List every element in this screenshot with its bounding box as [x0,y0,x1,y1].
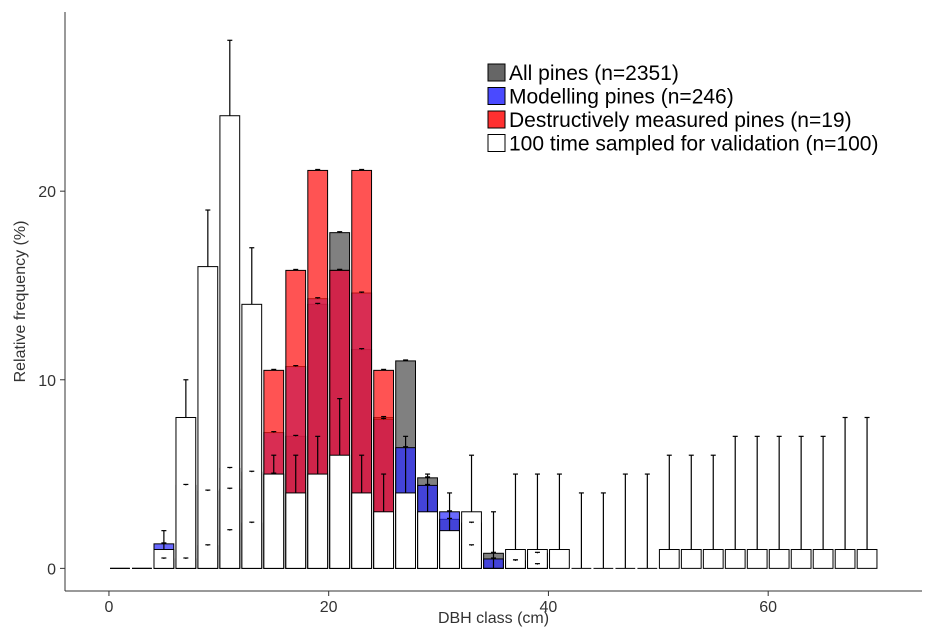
bar [439,530,460,569]
legend-swatch [487,134,506,152]
legend-swatch [487,110,506,129]
bar [373,511,395,569]
error-bars-layer [161,39,870,569]
bar [680,549,702,569]
bar [724,549,746,569]
series-2-errors [227,168,387,469]
bar [351,492,373,569]
y-tick-label: 10 [38,373,56,390]
x-tick-label: 60 [759,599,777,616]
bars-layer [110,115,878,569]
bar [395,492,416,569]
bar [417,511,438,569]
bar [197,266,219,569]
bar [658,549,680,569]
legend: All pines (n=2351)Modelling pines (n=246… [487,62,878,156]
bar [219,115,241,569]
bar [307,473,329,569]
legend-swatch [487,63,506,82]
bar [790,549,812,569]
bar [461,511,482,569]
bar [505,549,526,569]
bar [702,549,724,569]
x-tick-label: 40 [540,599,558,616]
bar [768,549,790,569]
bar [241,303,263,569]
bar [549,549,570,569]
legend-label: 100 time sampled for validation (n=100) [509,133,878,156]
y-axis-label: Relative frequency (%) [12,221,29,383]
legend-label: Modelling pines (n=246) [509,86,734,109]
x-axis-label: DBH class (cm) [438,610,549,627]
series-3 [110,115,878,569]
legend-item: Modelling pines (n=246) [487,86,734,109]
bar [285,492,307,569]
x-tick-label: 20 [320,599,338,616]
bar [263,473,285,569]
series-3-errors [161,39,870,569]
legend-item: 100 time sampled for validation (n=100) [487,133,878,156]
legend-label: All pines (n=2351) [509,62,679,85]
bar [746,549,768,569]
legend-item: Destructively measured pines (n=19) [487,109,852,132]
y-tick-label: 0 [47,561,56,578]
x-tick-label: 0 [104,599,113,616]
bar [834,549,856,569]
bar [175,416,197,569]
bar [856,549,878,569]
legend-label: Destructively measured pines (n=19) [509,109,852,132]
y-tick-label: 20 [38,184,56,201]
ticks-layer: 0 20 40 60 0 10 20 [38,184,777,616]
legend-item: All pines (n=2351) [487,62,679,85]
bar [329,454,351,569]
bar [812,549,834,569]
legend-swatch [487,87,506,105]
